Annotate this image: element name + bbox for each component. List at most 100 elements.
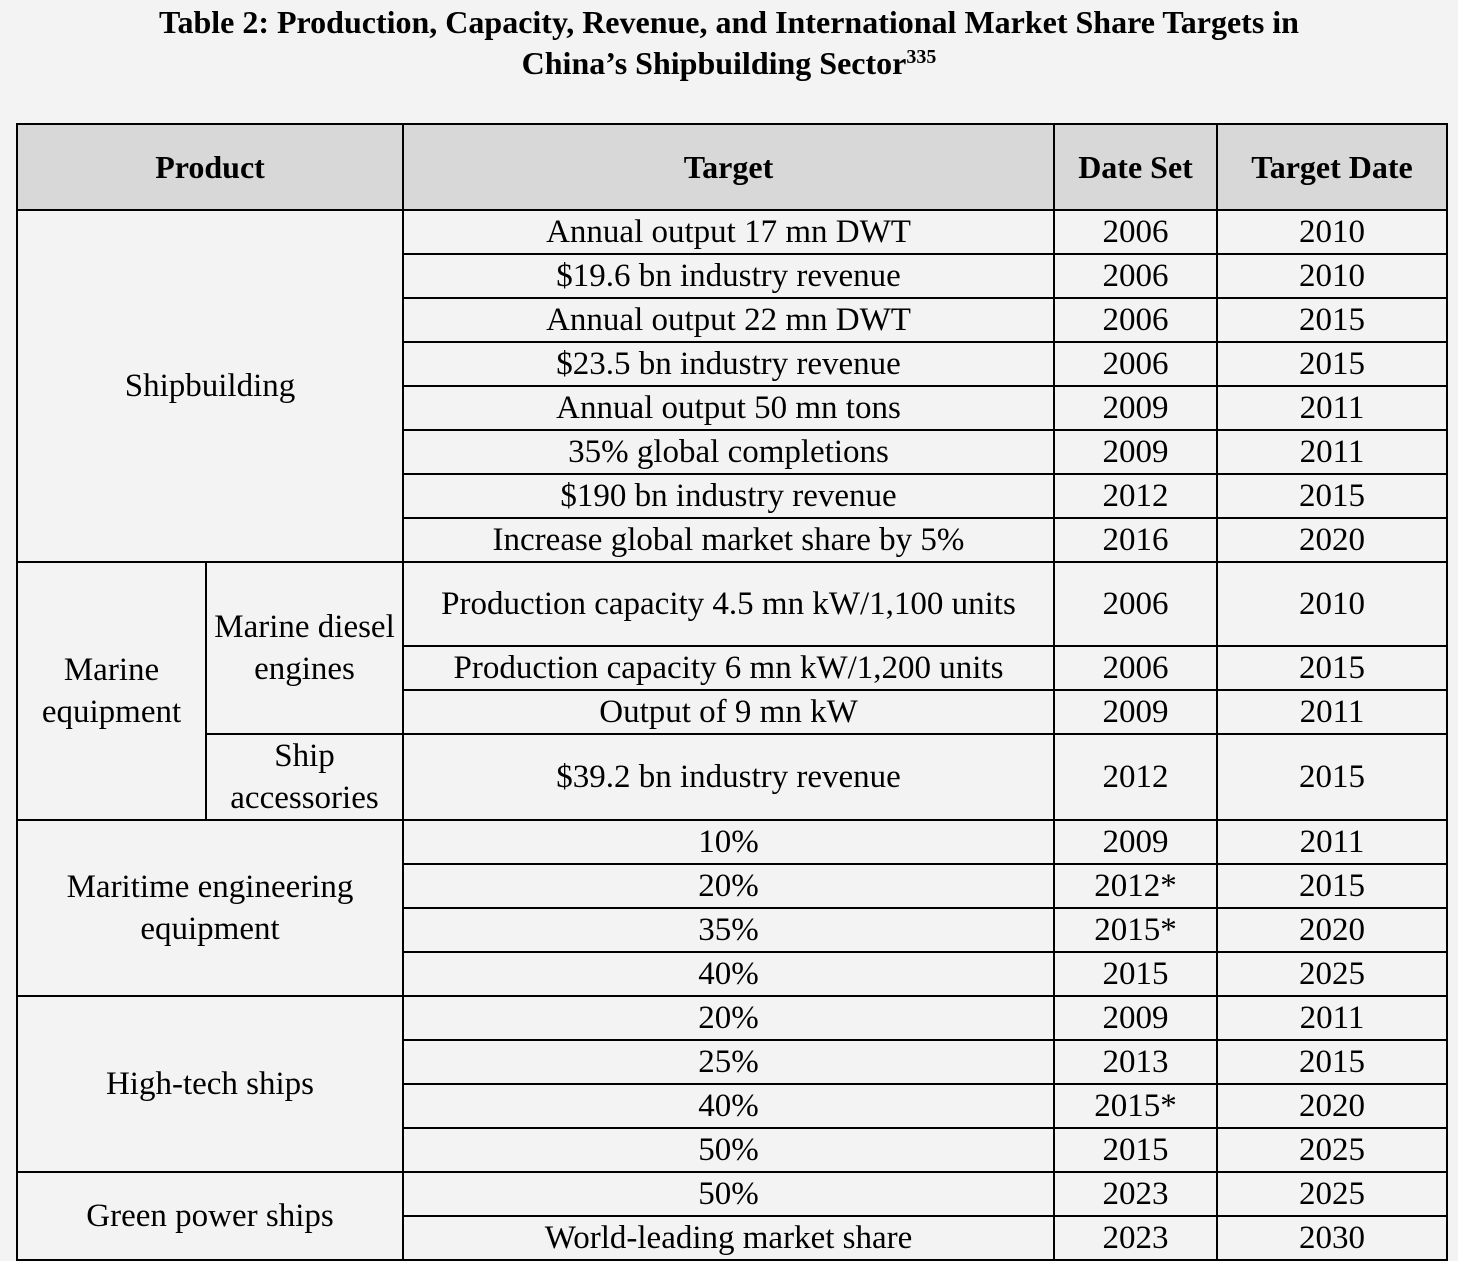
cell-target-date: 2025	[1216, 1171, 1448, 1217]
table-row: Green power ships 50% 2023 2025	[16, 1171, 1448, 1261]
header-product: Product	[16, 123, 404, 211]
cell-date-set: 2015	[1053, 951, 1218, 997]
cell-target-date: 2015	[1216, 733, 1448, 821]
group-marine-equipment: Marine equipment	[16, 561, 207, 821]
cell-target: 25%	[402, 1039, 1055, 1085]
header-row: Product Target Date Set Target Date	[16, 123, 1448, 211]
table-row: Maritime engineering equipment 10% 2009 …	[16, 819, 1448, 997]
cell-date-set: 2009	[1053, 819, 1218, 865]
cell-target-date: 2020	[1216, 907, 1448, 953]
cell-target-date: 2011	[1216, 995, 1448, 1041]
cell-target: Annual output 17 mn DWT	[402, 209, 1055, 255]
table-row: World-leading market share 2023 2030	[17, 1215, 1448, 1261]
cell-target-date: 2015	[1216, 341, 1448, 387]
cell-target-date: 2015	[1216, 645, 1448, 691]
cell-target-date: 2011	[1216, 429, 1448, 475]
cell-date-set: 2013	[1053, 1039, 1218, 1085]
table-row: Annual output 22 mn DWT 2006 2015	[17, 297, 1448, 343]
cell-date-set: 2006	[1053, 341, 1218, 387]
cell-target: $190 bn industry revenue	[402, 473, 1055, 519]
cell-target: Increase global market share by 5%	[402, 517, 1055, 563]
cell-target: World-leading market share	[402, 1215, 1055, 1261]
table-row: Increase global market share by 5% 2016 …	[17, 517, 1448, 563]
table-row: Shipbuilding Annual output 17 mn DWT 200…	[16, 209, 1448, 563]
cell-target: Production capacity 6 mn kW/1,200 units	[402, 645, 1055, 691]
cell-date-set: 2016	[1053, 517, 1218, 563]
cell-target-date: 2015	[1216, 1039, 1448, 1085]
cell-target: 20%	[402, 863, 1055, 909]
group-shipbuilding: Shipbuilding	[16, 209, 404, 563]
table-row: Output of 9 mn kW 2009 2011	[17, 689, 1448, 735]
cell-target: $19.6 bn industry revenue	[402, 253, 1055, 299]
table-row: 35% 2015* 2020	[17, 907, 1448, 953]
header-date-set: Date Set	[1053, 123, 1218, 211]
cell-date-set: 2006	[1053, 645, 1218, 691]
table-row: 50% 2015 2025	[17, 1127, 1448, 1173]
table-row: High-tech ships 20% 2009 2011	[16, 995, 1448, 1173]
cell-date-set: 2006	[1053, 561, 1218, 647]
group-maritime-engineering: Maritime engineering equipment	[16, 819, 404, 997]
cell-date-set: 2012*	[1053, 863, 1218, 909]
cell-target: 35% global completions	[402, 429, 1055, 475]
cell-target-date: 2010	[1216, 209, 1448, 255]
table-row: $23.5 bn industry revenue 2006 2015	[17, 341, 1448, 387]
cell-target: Production capacity 4.5 mn kW/1,100 unit…	[402, 561, 1055, 647]
cell-date-set: 2009	[1053, 429, 1218, 475]
cell-target-date: 2011	[1216, 689, 1448, 735]
group-high-tech-ships: High-tech ships	[16, 995, 404, 1173]
table-row: Marine equipment Marine diesel engines P…	[16, 561, 1448, 821]
caption-line-2: China’s Shipbuilding Sector335	[0, 43, 1458, 84]
table-row: Annual output 50 mn tons 2009 2011	[17, 385, 1448, 431]
cell-date-set: 2023	[1053, 1215, 1218, 1261]
table-row: 20% 2012* 2015	[17, 863, 1448, 909]
cell-target: 50%	[402, 1127, 1055, 1173]
cell-target: Output of 9 mn kW	[402, 689, 1055, 735]
cell-target: 40%	[402, 951, 1055, 997]
table-row: $190 bn industry revenue 2012 2015	[17, 473, 1448, 519]
group-green-power-ships: Green power ships	[16, 1171, 404, 1261]
cell-target: 20%	[402, 995, 1055, 1041]
cell-target: 10%	[402, 819, 1055, 865]
cell-target-date: 2025	[1216, 1127, 1448, 1173]
caption-line-2-text: China’s Shipbuilding Sector	[521, 45, 907, 81]
table-row: Ship accessories $39.2 bn industry reven…	[17, 733, 1448, 821]
header-target-date: Target Date	[1216, 123, 1448, 211]
cell-target-date: 2020	[1216, 1083, 1448, 1129]
cell-date-set: 2012	[1053, 733, 1218, 821]
cell-date-set: 2015*	[1053, 1083, 1218, 1129]
targets-table: Product Target Date Set Target Date Ship…	[16, 123, 1448, 1261]
cell-target-date: 2015	[1216, 473, 1448, 519]
cell-target-date: 2020	[1216, 517, 1448, 563]
table-row: 40% 2015* 2020	[17, 1083, 1448, 1129]
subgroup-ship-accessories: Ship accessories	[205, 733, 404, 821]
cell-target: Annual output 50 mn tons	[402, 385, 1055, 431]
table-row: Production capacity 6 mn kW/1,200 units …	[17, 645, 1448, 691]
cell-target: Annual output 22 mn DWT	[402, 297, 1055, 343]
cell-target-date: 2025	[1216, 951, 1448, 997]
cell-target-date: 2015	[1216, 297, 1448, 343]
cell-target-date: 2015	[1216, 863, 1448, 909]
cell-date-set: 2012	[1053, 473, 1218, 519]
footnote-ref: 335	[906, 46, 937, 68]
cell-target: $39.2 bn industry revenue	[402, 733, 1055, 821]
cell-target-date: 2010	[1216, 561, 1448, 647]
cell-target-date: 2010	[1216, 253, 1448, 299]
table-row: 35% global completions 2009 2011	[17, 429, 1448, 475]
cell-date-set: 2015*	[1053, 907, 1218, 953]
cell-target: 35%	[402, 907, 1055, 953]
cell-date-set: 2006	[1053, 253, 1218, 299]
header-target: Target	[402, 123, 1055, 211]
cell-date-set: 2023	[1053, 1171, 1218, 1217]
cell-target-date: 2011	[1216, 385, 1448, 431]
table-row: $19.6 bn industry revenue 2006 2010	[17, 253, 1448, 299]
cell-target-date: 2011	[1216, 819, 1448, 865]
table-caption: Table 2: Production, Capacity, Revenue, …	[0, 0, 1458, 84]
cell-date-set: 2009	[1053, 995, 1218, 1041]
cell-target: 40%	[402, 1083, 1055, 1129]
cell-date-set: 2006	[1053, 209, 1218, 255]
cell-date-set: 2006	[1053, 297, 1218, 343]
table-row: 25% 2013 2015	[17, 1039, 1448, 1085]
cell-date-set: 2009	[1053, 689, 1218, 735]
cell-target-date: 2030	[1216, 1215, 1448, 1261]
table-row: 40% 2015 2025	[17, 951, 1448, 997]
